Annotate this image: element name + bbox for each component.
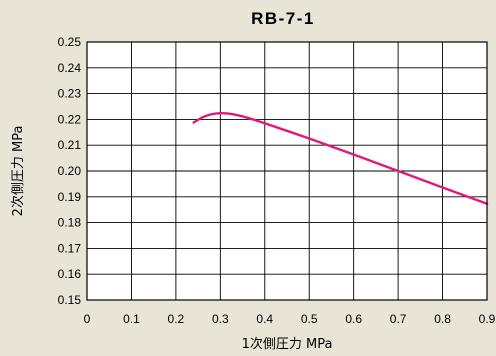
- x-tick-label: 0.7: [390, 312, 407, 326]
- x-tick-label: 0.6: [345, 312, 362, 326]
- y-axis-label: 2次側圧力 MPa: [10, 126, 26, 217]
- x-tick-label: 0.3: [212, 312, 229, 326]
- y-tick-label: 0.24: [58, 61, 82, 75]
- y-tick-label: 0.25: [58, 35, 82, 49]
- y-tick-label: 0.21: [58, 138, 82, 152]
- x-tick-labels: 0 0.1 0.2 0.3 0.4 0.5 0.6 0.7 0.8 0.9: [84, 312, 496, 326]
- y-tick-label: 0.19: [58, 190, 82, 204]
- x-tick-label: 0.2: [168, 312, 185, 326]
- series-layer: [192, 111, 489, 205]
- x-tick-label: 0.4: [256, 312, 273, 326]
- y-tick-label: 0.15: [58, 293, 82, 307]
- x-tick-label: 0: [84, 312, 91, 326]
- y-tick-label: 0.16: [58, 267, 82, 281]
- x-tick-label: 0.1: [123, 312, 140, 326]
- y-tick-label: 0.22: [58, 112, 82, 126]
- y-tick-label: 0.17: [58, 241, 82, 255]
- plot-frame: [86, 41, 488, 301]
- x-tick-label: 0.8: [434, 312, 451, 326]
- series-line: [192, 111, 489, 205]
- y-tick-label: 0.20: [58, 164, 82, 178]
- x-tick-label: 0.9: [479, 312, 496, 326]
- y-tick-labels: 0.15 0.16 0.17 0.18 0.19 0.20 0.21 0.22 0.23 0.24…: [58, 35, 82, 307]
- y-tick-label: 0.18: [58, 216, 82, 230]
- y-tick-label: 0.23: [58, 87, 82, 101]
- chart-title: RB-7-1: [251, 9, 315, 28]
- x-tick-label: 0.5: [301, 312, 318, 326]
- x-axis-label: 1次側圧力 MPa: [242, 336, 333, 352]
